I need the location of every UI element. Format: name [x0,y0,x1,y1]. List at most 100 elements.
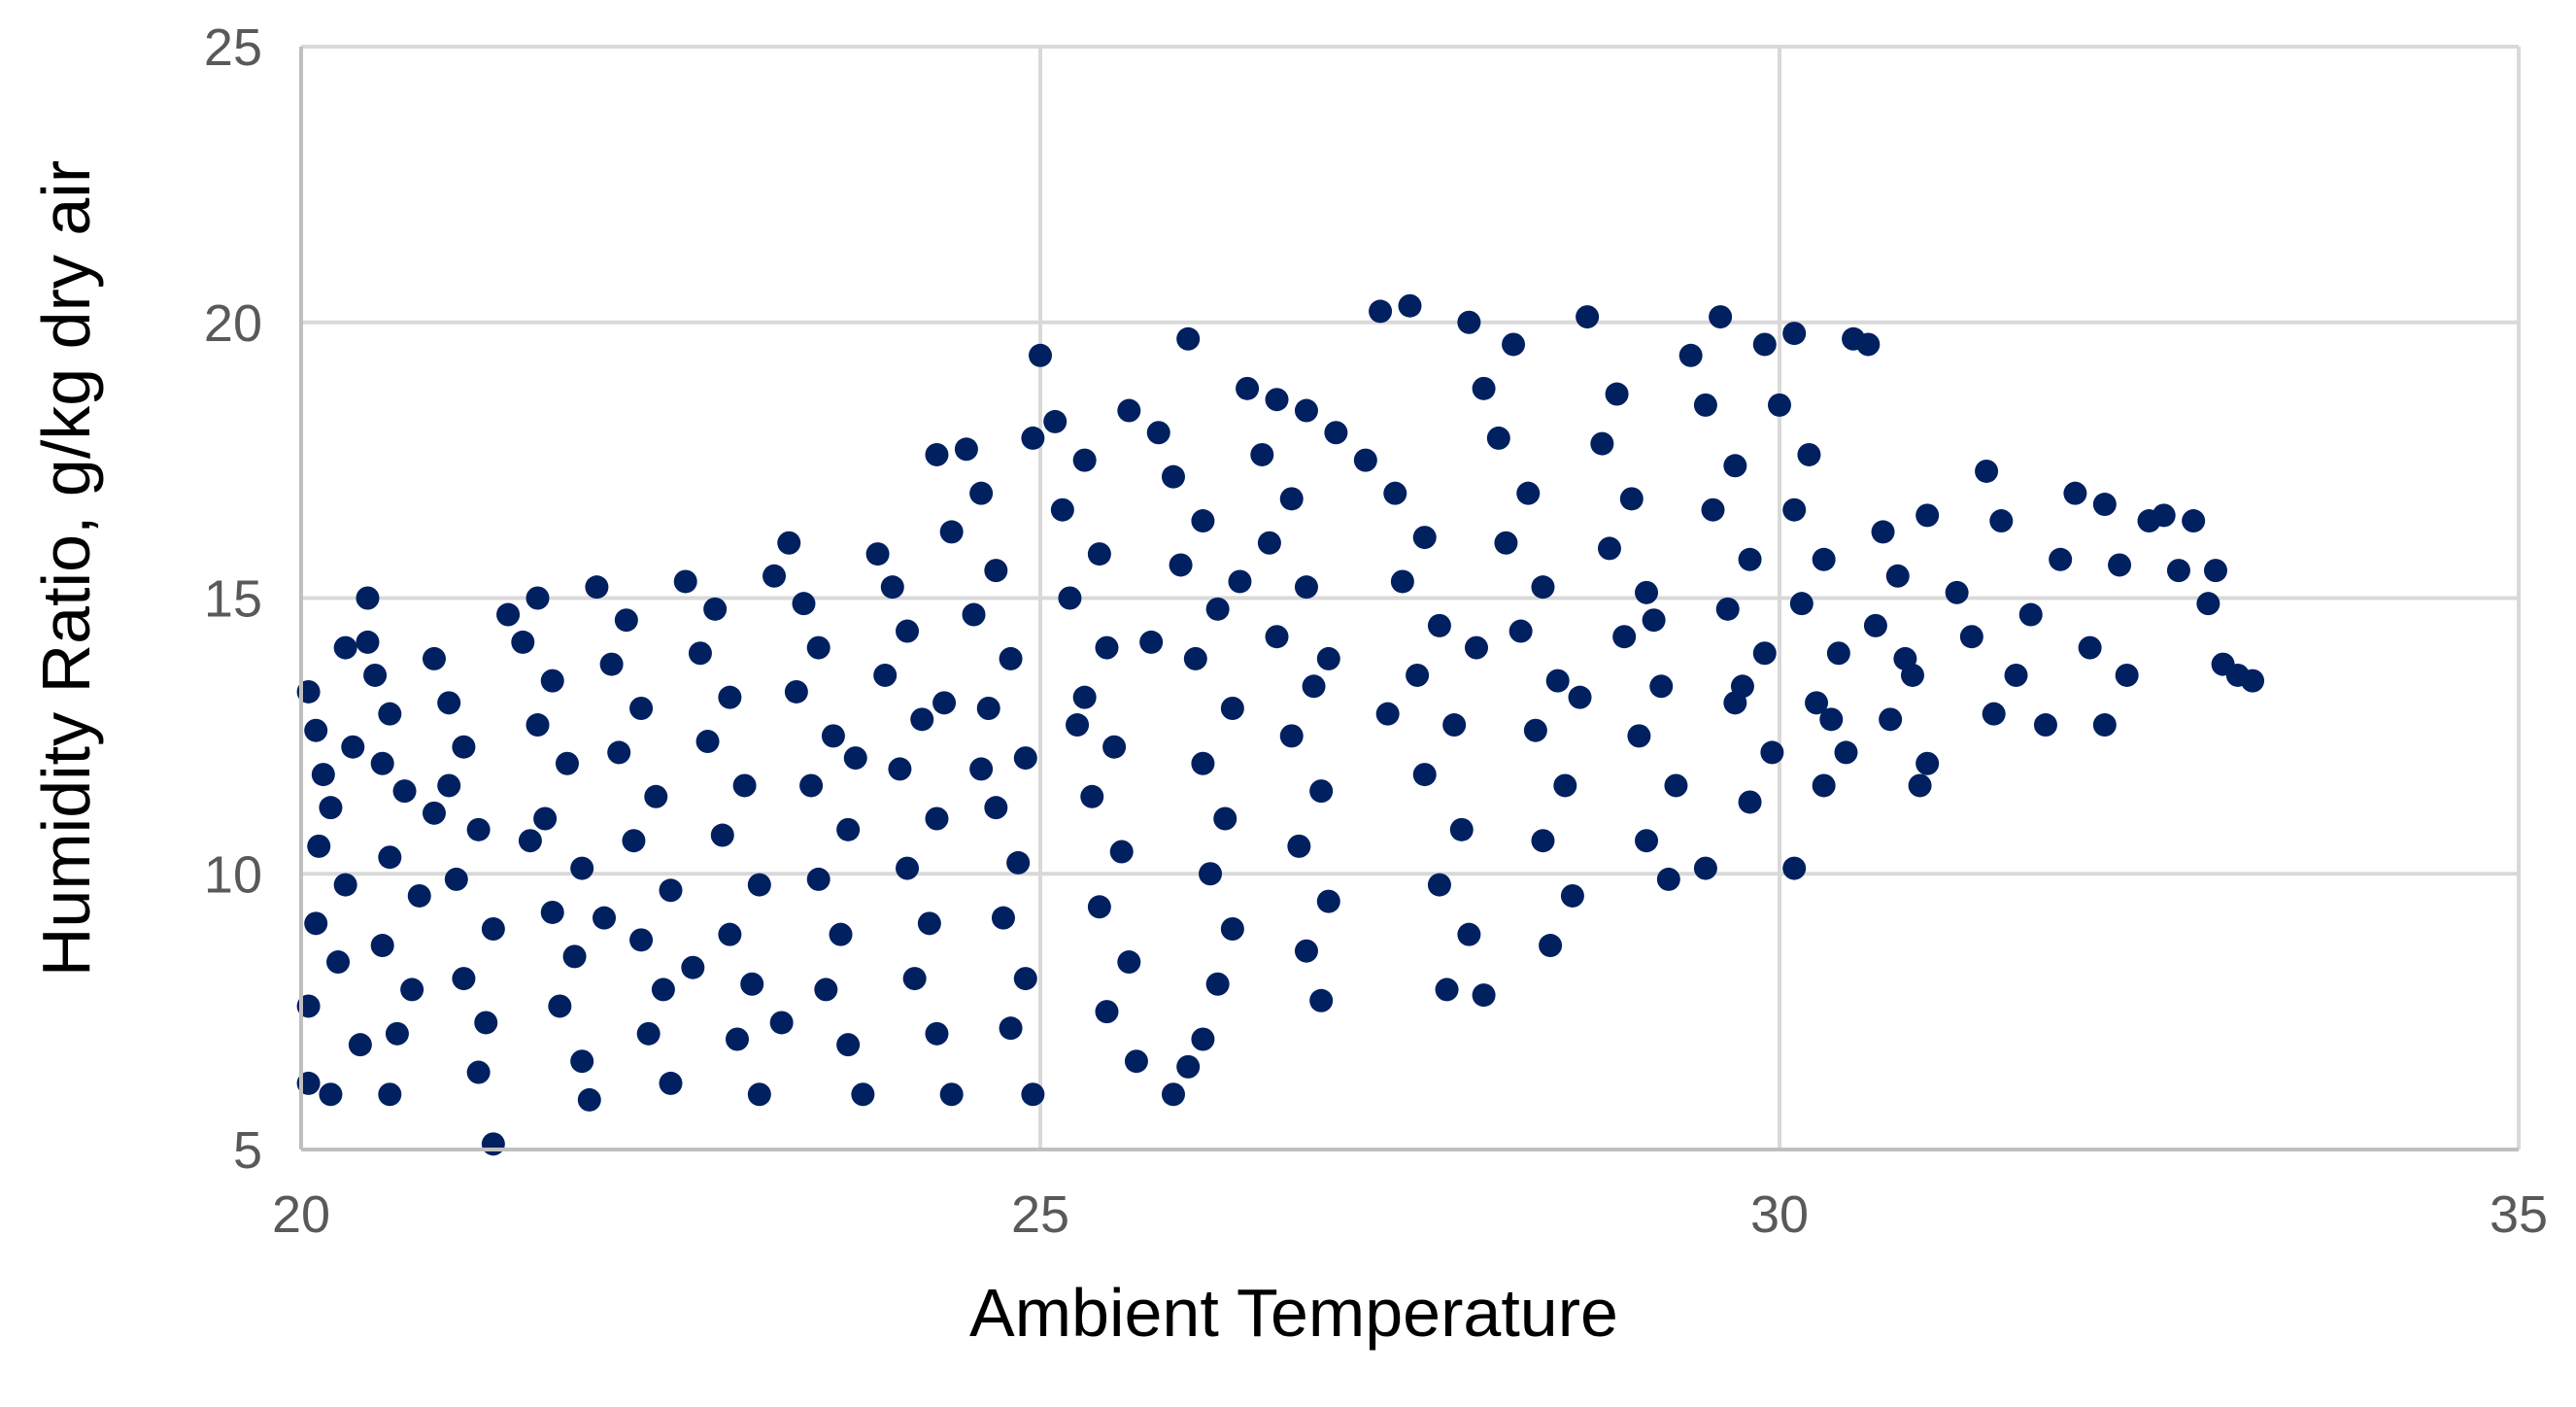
data-point [732,773,757,798]
data-point [880,575,904,600]
data-point [873,663,898,687]
data-point [614,608,638,633]
data-point [1050,498,1074,522]
data-point [1117,950,1141,975]
data-point [548,994,572,1018]
data-point [1183,646,1207,670]
data-point [932,691,957,715]
data-point [1117,398,1141,423]
data-point [1375,702,1400,726]
data-point [2108,553,2132,577]
data-point [829,922,853,946]
data-point [540,900,564,924]
data-point [599,652,624,676]
y-axis-title: Humidity Ratio, g/kg dry air [28,160,104,977]
data-point [939,520,964,544]
data-point [836,817,861,841]
data-point [1605,382,1629,406]
data-point [378,845,402,870]
data-point [481,1132,505,1156]
data-point [525,713,550,738]
data-point [821,724,845,748]
data-point [747,873,771,897]
data-point [622,829,646,853]
data-point [1095,635,1119,660]
data-point [466,817,491,841]
data-point [1539,934,1563,958]
data-point [1812,773,1836,798]
data-point [1635,829,1659,853]
data-point [540,669,564,693]
data-point [585,575,609,600]
y-tick-label: 15 [204,570,262,629]
data-point [1316,646,1340,670]
data-point [1879,707,1903,732]
data-point [865,542,890,566]
data-point [1819,707,1844,732]
data-point [326,950,351,975]
data-point [1516,481,1541,505]
data-point [466,1060,491,1084]
data-point [341,735,365,759]
data-point [1568,685,1592,709]
data-point [1287,834,1311,858]
data-point [1678,343,1703,367]
data-point [496,602,521,627]
data-point [718,922,742,946]
data-point [1656,867,1680,891]
data-point [784,679,808,704]
data-point [902,967,927,991]
data-point [1213,806,1237,831]
data-point [2115,663,2139,687]
data-point [1472,983,1496,1008]
data-point [1102,735,1127,759]
data-point [593,906,617,930]
data-point [1457,310,1481,334]
data-point [1191,751,1215,775]
data-point [319,1082,343,1107]
data-point [1597,536,1621,561]
data-point [1302,674,1326,699]
data-point [1782,856,1807,880]
data-point [1989,509,2014,533]
tick-labels: 20 25 30 35 5 10 15 20 25 [204,18,2548,1244]
data-point [851,1082,875,1107]
data-point [1294,575,1318,600]
data-point [2092,713,2117,738]
data-point [1834,740,1858,765]
data-point [400,978,424,1002]
data-point [1013,746,1037,771]
data-point [2033,713,2057,738]
data-point [1553,773,1577,798]
data-point [452,735,476,759]
data-point [1486,426,1510,450]
data-point [1789,592,1813,616]
data-point [925,442,949,466]
data-point [747,1082,771,1107]
gridlines [299,45,2521,1151]
data-point [1169,553,1193,577]
data-point [2078,635,2102,660]
data-point [1782,498,1807,522]
data-point [636,1021,661,1046]
data-point [629,697,654,720]
data-point [1072,685,1097,709]
data-point [1945,580,1969,604]
x-tick-label: 30 [1750,1185,1809,1244]
data-point [910,707,934,732]
data-point [577,1087,601,1112]
data-point [1021,426,1045,450]
data-point [333,635,357,660]
data-point [1531,575,1555,600]
data-point [511,630,535,654]
data-point [1087,895,1111,919]
data-point [629,928,654,952]
data-point [1427,873,1451,897]
data-point [2004,663,2028,687]
data-point [1161,464,1185,489]
y-tick-label: 25 [204,18,262,77]
data-point [1309,988,1334,1012]
data-point [1502,332,1526,357]
data-point [1427,613,1451,637]
data-point [304,718,328,742]
